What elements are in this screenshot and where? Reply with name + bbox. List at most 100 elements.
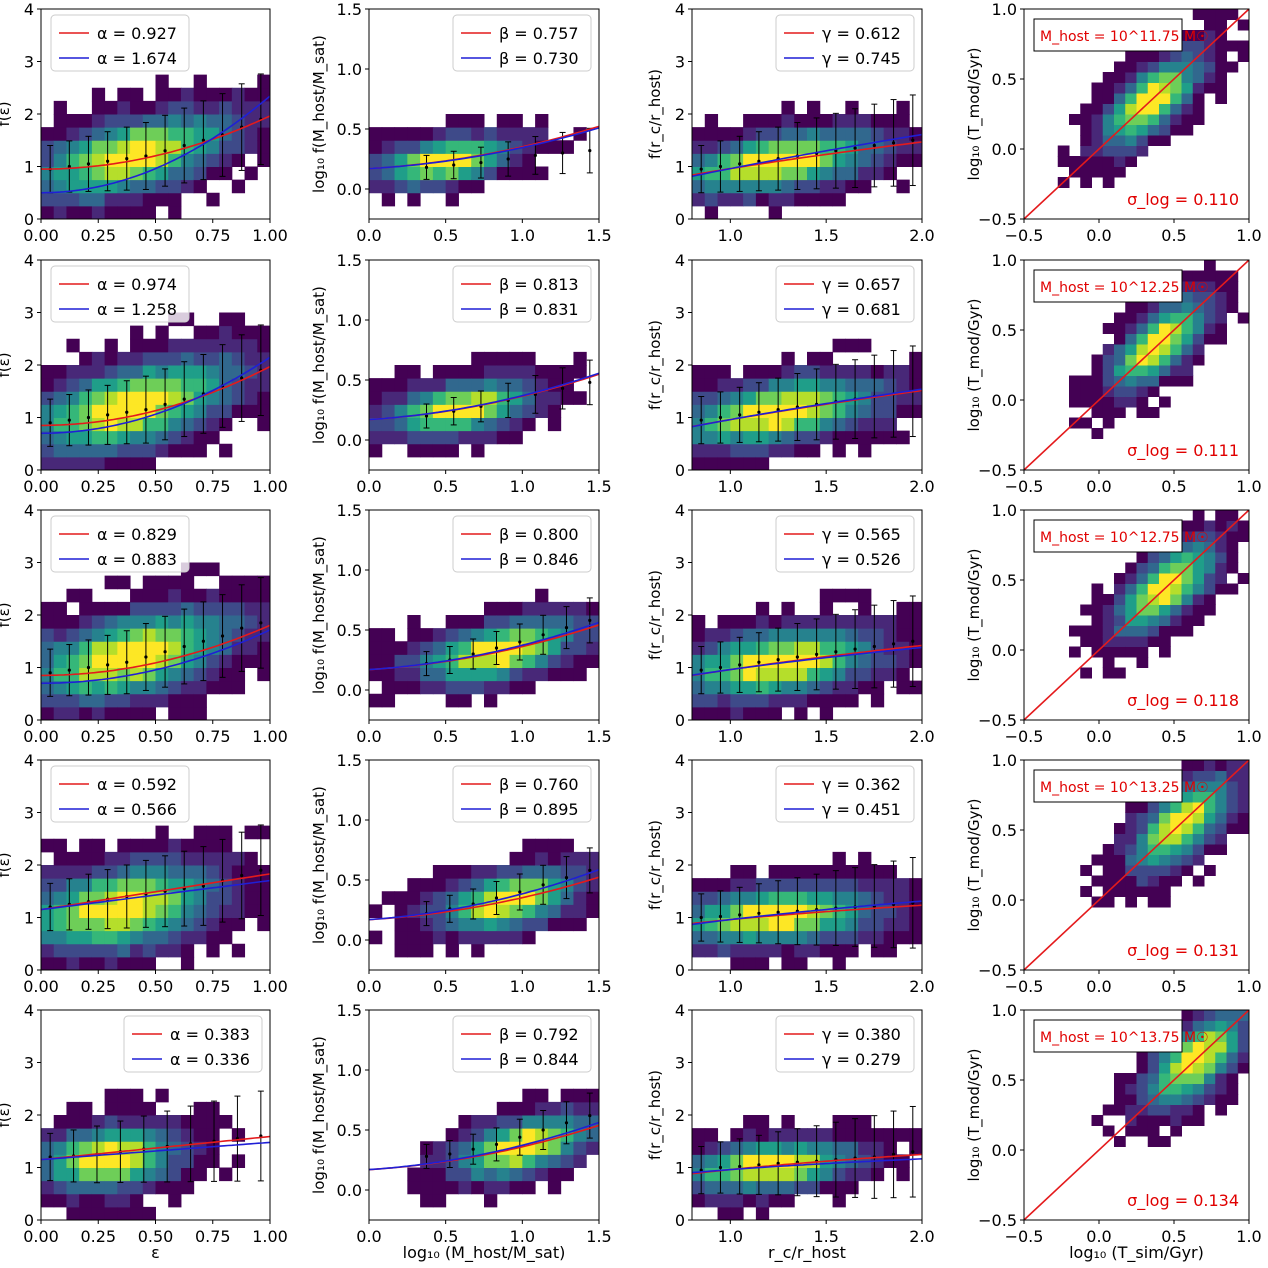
- hist-cell: [896, 365, 910, 379]
- hist-cell: [858, 878, 872, 892]
- hist-cell: [104, 693, 118, 708]
- hist-cell: [1192, 531, 1205, 542]
- x-tick-label: 0.50: [138, 727, 174, 746]
- hist-cell: [1125, 812, 1137, 824]
- hist-cell: [471, 365, 485, 379]
- y-tick-label: 4: [675, 1001, 685, 1020]
- hist-cell: [130, 192, 144, 207]
- y-tick-label: 4: [675, 501, 685, 520]
- hist-cell: [193, 74, 207, 89]
- hist-cell: [717, 891, 731, 905]
- hist-cell: [496, 667, 511, 682]
- hist-cell: [704, 1128, 719, 1142]
- hist-cell: [180, 615, 195, 629]
- fit-curve-blue: [692, 1158, 922, 1174]
- hist-cell: [547, 1167, 562, 1182]
- y-axis-label: log₁₀ (T_mod/Gyr): [965, 548, 984, 681]
- mass-annotation-label: M_host = 10^11.75 M☉: [1040, 29, 1209, 45]
- hist-cell: [1215, 573, 1227, 584]
- hist-cell: [91, 378, 106, 392]
- x-tick-label: 2.0: [909, 727, 934, 746]
- hist-cell: [257, 127, 270, 141]
- hist-cell: [832, 378, 846, 392]
- hist-cell: [1136, 93, 1149, 104]
- hist-cell: [1170, 833, 1182, 845]
- hist-cell: [117, 391, 131, 405]
- hist-cell: [445, 1141, 459, 1155]
- x-tick-label: 1.0: [1236, 727, 1261, 746]
- hist-cell: [104, 575, 118, 590]
- hist-cell: [1226, 823, 1239, 834]
- fit-curve-blue: [369, 621, 599, 671]
- y-tick-label: 3: [24, 304, 34, 323]
- hist-cell: [1102, 854, 1115, 866]
- hist-cell: [155, 443, 169, 458]
- hist-cell: [896, 891, 910, 905]
- hist-cell: [142, 140, 156, 154]
- hist-cell: [704, 943, 719, 958]
- hist-cell: [231, 891, 246, 905]
- hist-cell: [1147, 365, 1160, 376]
- hist-cell: [730, 904, 744, 918]
- hist-cell: [91, 851, 106, 866]
- hist-cell: [130, 930, 144, 945]
- hist-cell: [1204, 1083, 1216, 1095]
- hist-cell: [484, 628, 498, 642]
- legend-box: [50, 765, 190, 823]
- hist-cell: [768, 140, 782, 154]
- hist-cell: [692, 654, 706, 668]
- hist-cell: [1159, 604, 1171, 616]
- binned-mean-point: [718, 164, 723, 169]
- hist-cell: [79, 140, 93, 154]
- hist-cell: [219, 153, 233, 167]
- y-tick-label: 4: [24, 751, 34, 770]
- hist-cell: [168, 192, 182, 207]
- hist-cell: [244, 100, 258, 115]
- hist-cell: [1069, 646, 1081, 658]
- hist-cell: [79, 706, 93, 720]
- hist-cell: [1215, 51, 1227, 62]
- hist-cell: [781, 430, 795, 445]
- hist-cell: [858, 417, 872, 432]
- hist-cell: [522, 1180, 536, 1195]
- hist-cell: [142, 956, 156, 970]
- hist-cell: [845, 404, 859, 418]
- y-tick-label: 0.0: [337, 931, 362, 950]
- hist-cell: [509, 628, 523, 642]
- hist-cell: [883, 878, 897, 892]
- hist-cell: [155, 943, 169, 958]
- binned-mean-point: [452, 163, 456, 167]
- hist-cell: [755, 1115, 770, 1129]
- x-tick-label: 0.00: [23, 977, 59, 996]
- hist-cell: [704, 391, 719, 405]
- hist-cell: [117, 706, 131, 720]
- y-tick-label: 3: [675, 554, 685, 573]
- fit-curve-blue: [692, 388, 922, 428]
- hist-cell: [704, 667, 719, 682]
- binned-mean-point: [125, 660, 129, 664]
- hist-cell: [509, 601, 523, 616]
- hist-cell: [858, 601, 872, 616]
- hist-cell: [193, 693, 207, 708]
- hist-cell: [586, 851, 599, 866]
- hist-cell: [1125, 375, 1137, 387]
- y-tick-label: 2: [675, 1106, 685, 1125]
- hist-cell: [1114, 344, 1126, 355]
- hist-cell: [870, 417, 885, 432]
- hist-cell: [394, 641, 408, 655]
- hist-cell: [781, 1180, 795, 1195]
- hist-cell: [53, 378, 67, 392]
- hist-cell: [1159, 865, 1171, 876]
- hist-cell: [142, 615, 156, 629]
- hist-cell: [91, 917, 106, 932]
- hist-cell: [1181, 302, 1194, 313]
- hist-cell: [471, 891, 485, 905]
- hist-cell: [91, 351, 106, 366]
- hist-cell: [1192, 844, 1205, 855]
- hist-cell: [257, 140, 270, 154]
- hist-cell: [1114, 604, 1126, 616]
- hist-cell: [1226, 1031, 1239, 1042]
- hist-cell: [858, 443, 872, 458]
